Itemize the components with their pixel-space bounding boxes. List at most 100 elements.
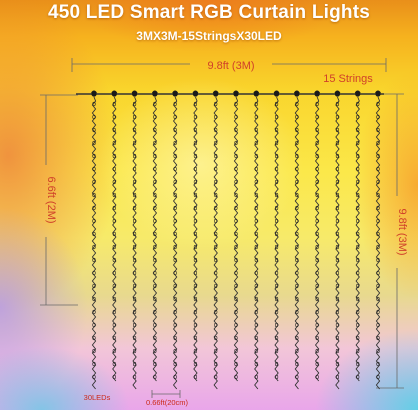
- led-bulb: [295, 322, 299, 328]
- led-bulb: [214, 127, 218, 133]
- led-bulb: [315, 218, 319, 224]
- led-bulb: [376, 205, 380, 211]
- led-bulb: [193, 270, 198, 276]
- led-bulb: [112, 374, 116, 380]
- led-bulb: [173, 205, 177, 211]
- led-bulb: [274, 244, 279, 250]
- led-bulb: [214, 257, 218, 263]
- led-bulb: [112, 296, 116, 302]
- led-bulb: [274, 270, 279, 276]
- string-hook-loop: [253, 90, 260, 94]
- led-bulb: [315, 309, 319, 315]
- led-bulb: [274, 192, 279, 198]
- led-bulb: [315, 205, 319, 211]
- led-bulb: [214, 309, 218, 315]
- led-bulb: [112, 140, 116, 146]
- led-bulb: [274, 257, 279, 263]
- light-string: [172, 90, 179, 390]
- string-hook-loop: [111, 90, 118, 94]
- led-bulb: [376, 296, 380, 302]
- led-bulb: [274, 114, 279, 120]
- string-wire: [132, 96, 137, 390]
- string-wire: [91, 96, 97, 390]
- light-string: [111, 90, 118, 382]
- led-bulb: [376, 114, 380, 120]
- led-bulb: [356, 374, 360, 380]
- led-bulb: [92, 179, 96, 185]
- string-hook: [213, 91, 219, 97]
- led-bulb: [295, 374, 299, 380]
- light-strings: [76, 90, 384, 390]
- led-bulb: [193, 335, 198, 341]
- led-bulb: [315, 231, 319, 237]
- led-bulb: [214, 166, 218, 172]
- led-bulb: [234, 218, 238, 224]
- led-bulb: [274, 322, 279, 328]
- led-bulb: [315, 270, 319, 276]
- led-bulb: [356, 361, 360, 367]
- led-bulb: [376, 348, 380, 354]
- string-hook-loop: [172, 90, 179, 94]
- led-bulb: [132, 296, 137, 302]
- led-bulb: [254, 192, 258, 198]
- string-hook: [172, 91, 178, 97]
- led-bulb: [112, 348, 116, 354]
- led-bulb: [153, 127, 157, 133]
- led-bulb: [173, 283, 177, 289]
- led-bulb: [376, 179, 380, 185]
- string-hook-loop: [91, 90, 97, 94]
- led-bulb: [193, 257, 198, 263]
- led-bulb: [92, 322, 96, 328]
- led-bulb: [295, 309, 299, 315]
- led-bulb: [315, 179, 319, 185]
- led-bulb: [335, 257, 340, 263]
- led-bulb: [335, 218, 340, 224]
- led-bulb: [214, 179, 218, 185]
- string-hook: [273, 91, 280, 97]
- led-bulb: [295, 166, 299, 172]
- string-hook-loop: [273, 90, 280, 94]
- led-bulb: [173, 322, 177, 328]
- led-bulb: [112, 335, 116, 341]
- led-bulb: [234, 361, 238, 367]
- led-bulb: [234, 114, 238, 120]
- led-bulb: [254, 179, 258, 185]
- led-bulb: [254, 374, 258, 380]
- string-hook-loop: [375, 90, 381, 94]
- led-bulb: [315, 296, 319, 302]
- led-bulb: [193, 309, 198, 315]
- led-bulb: [173, 309, 177, 315]
- led-bulb: [335, 192, 340, 198]
- led-bulb: [153, 140, 157, 146]
- led-bulb: [92, 153, 96, 159]
- led-bulb: [193, 179, 198, 185]
- led-bulb: [193, 140, 198, 146]
- led-bulb: [153, 374, 157, 380]
- led-bulb: [315, 114, 319, 120]
- width-label: 9.8ft (3M): [207, 60, 254, 72]
- light-string: [354, 90, 361, 382]
- led-bulb: [376, 218, 380, 224]
- led-bulb: [335, 348, 340, 354]
- led-bulb: [132, 166, 137, 172]
- led-bulb: [356, 114, 360, 120]
- led-bulb: [112, 218, 116, 224]
- led-bulb: [254, 231, 258, 237]
- led-bulb: [193, 192, 198, 198]
- led-bulb: [274, 335, 279, 341]
- light-string: [273, 90, 280, 382]
- led-bulb: [173, 166, 177, 172]
- led-bulb: [92, 296, 96, 302]
- string-wire: [213, 96, 218, 390]
- led-bulb: [132, 140, 137, 146]
- led-bulb: [356, 270, 360, 276]
- led-bulb: [193, 348, 198, 354]
- led-bulb: [173, 296, 177, 302]
- led-bulb: [356, 309, 360, 315]
- led-bulb: [234, 192, 238, 198]
- led-bulb: [274, 153, 279, 159]
- led-bulb: [173, 374, 177, 380]
- led-bulb: [214, 192, 218, 198]
- string-hook: [233, 91, 239, 97]
